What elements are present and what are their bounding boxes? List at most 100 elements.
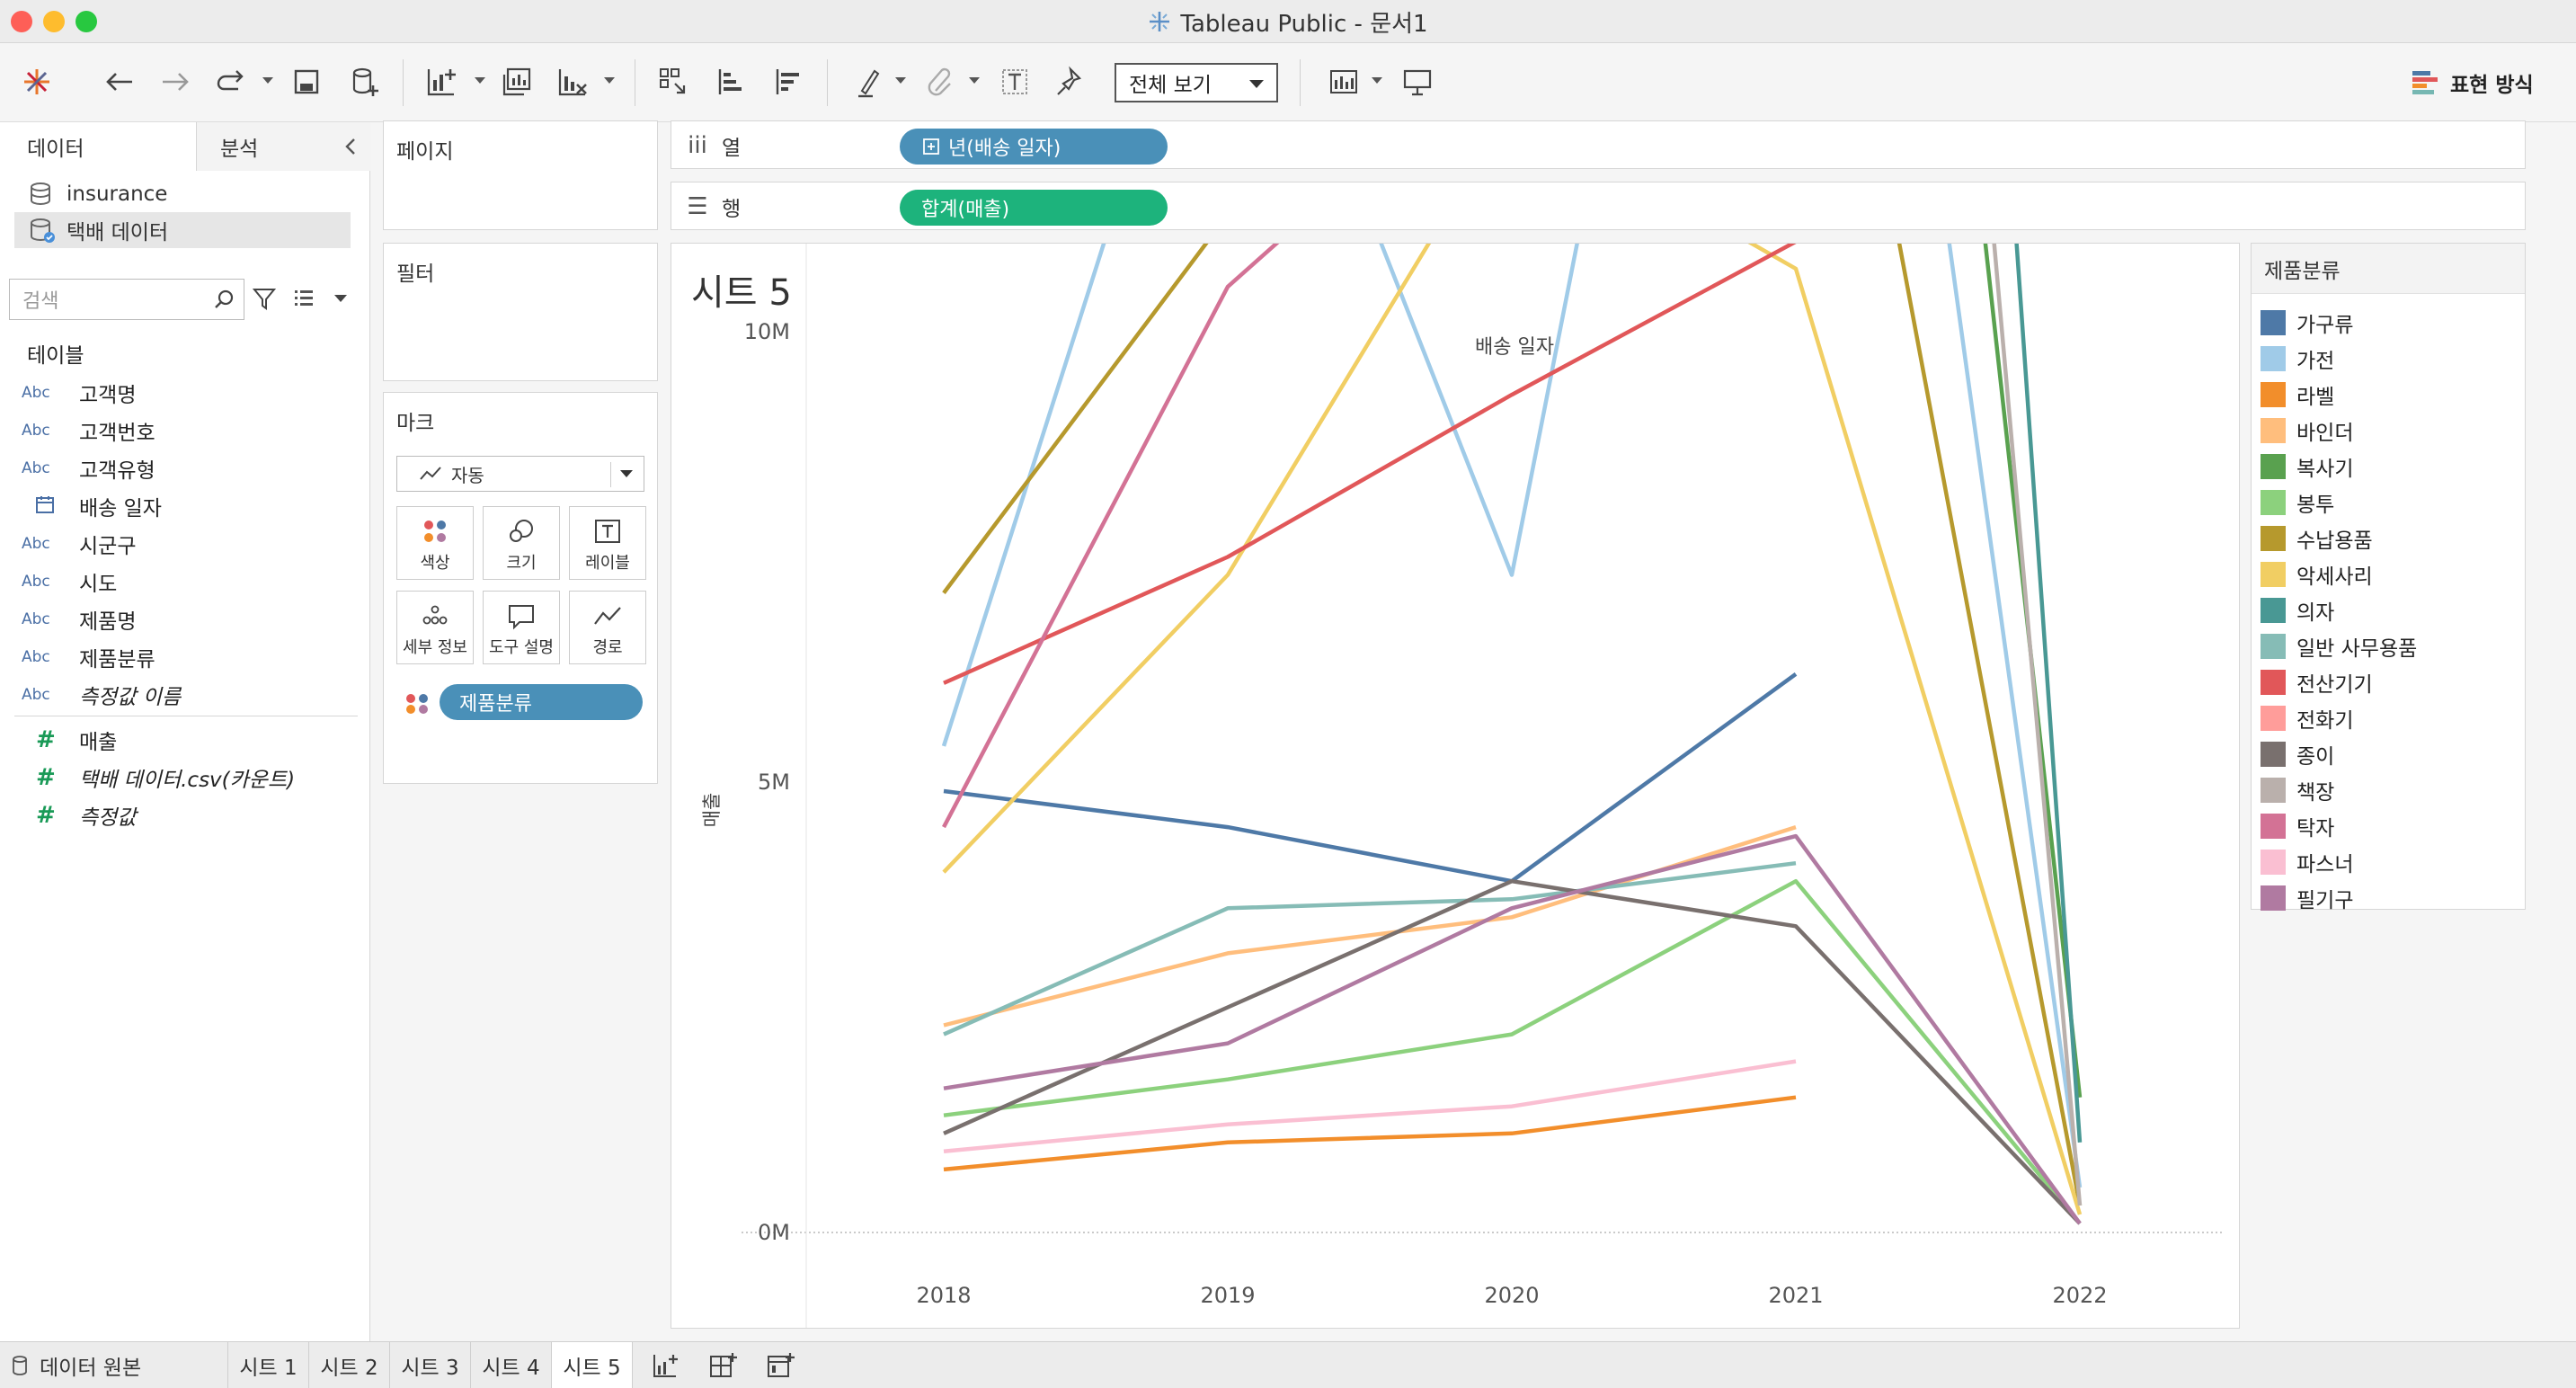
swap-rows-columns-icon[interactable] [653,61,694,102]
series-line[interactable] [943,672,1798,884]
field-product-category[interactable]: Abc 제품분류 [22,640,155,674]
field-ship-date[interactable]: 배송 일자 [22,489,162,523]
tooltip-mark-button[interactable]: 도구 설명 [483,591,560,664]
sort-descending-icon[interactable] [768,61,809,102]
legend-item[interactable]: 일반 사무용품 [2261,628,2417,664]
swap-icon[interactable] [210,61,252,102]
legend-item[interactable]: 봉투 [2261,485,2334,520]
zoom-window-button[interactable] [76,11,97,32]
chevron-down-icon[interactable] [1372,77,1382,84]
legend-item[interactable]: 종이 [2261,736,2334,772]
view-list-icon[interactable] [293,288,318,309]
rows-pill[interactable]: 합계(매출) [900,190,1168,226]
chevron-down-icon[interactable] [969,77,980,84]
legend-item[interactable]: 악세사리 [2261,556,2373,592]
series-line[interactable] [942,244,2083,1206]
rows-shelf[interactable]: ☰ 행 합계(매출) [671,182,2526,230]
new-data-source-icon[interactable] [343,61,385,102]
series-line[interactable] [943,878,2082,1225]
clear-sheet-icon[interactable] [552,61,593,102]
field-measure-values[interactable]: # 측정값 [22,798,136,832]
series-line[interactable] [942,244,1796,829]
sheet-tab-2[interactable]: 시트 2 [309,1342,390,1388]
group-members-icon[interactable] [920,61,962,102]
legend-item[interactable]: 수납용품 [2261,520,2373,556]
close-window-button[interactable] [11,11,32,32]
color-mark-button[interactable]: 색상 [396,506,474,580]
legend-item[interactable]: 책장 [2261,772,2334,808]
duplicate-sheet-icon[interactable] [496,61,537,102]
legend-item[interactable]: 복사기 [2261,449,2353,485]
pages-card[interactable]: 페이지 [383,120,658,230]
minimize-window-button[interactable] [43,11,65,32]
series-line[interactable] [943,878,2082,1225]
chevron-down-icon[interactable] [604,77,615,84]
size-mark-button[interactable]: 크기 [483,506,560,580]
data-source-delivery[interactable]: 택배 데이터 [14,212,351,248]
legend-item[interactable]: 탁자 [2261,808,2334,844]
legend-item[interactable]: 전화기 [2261,700,2353,736]
sheet-tab-4[interactable]: 시트 4 [471,1342,552,1388]
worksheet-view[interactable]: 시트 5 배송 일자 매출 0M5M10M15M20M25M30M35M40M4… [671,243,2240,1329]
fix-axes-icon[interactable] [1050,61,1091,102]
data-source-tab[interactable]: 데이터 원본 [0,1342,228,1388]
series-line[interactable] [943,860,1797,1037]
color-field-pill[interactable]: 제품분류 [440,684,643,720]
label-mark-button[interactable]: 레이블 [569,506,646,580]
tab-data[interactable]: 데이터 [0,122,196,171]
field-sales[interactable]: # 매출 [22,723,117,757]
legend-item[interactable]: 가전 [2261,341,2334,377]
series-line[interactable] [941,244,2083,1188]
filters-card[interactable]: 필터 [383,243,658,381]
field-customer-name[interactable]: Abc 고객명 [22,376,136,410]
series-line[interactable] [944,244,2083,1098]
legend-item[interactable]: 라벨 [2261,377,2334,413]
sheet-tab-3[interactable]: 시트 3 [390,1342,471,1388]
field-measure-names[interactable]: Abc 측정값 이름 [22,678,181,712]
chevron-down-icon[interactable] [895,77,906,84]
mark-type-select[interactable]: 자동 [396,456,644,492]
chevron-down-icon[interactable] [475,77,485,84]
sheet-tab-5[interactable]: 시트 5 [552,1342,633,1388]
series-line[interactable] [943,1095,1797,1172]
expand-plus-icon[interactable] [921,137,941,156]
columns-shelf[interactable]: iii 열 년(배송 일자) [671,120,2526,169]
new-dashboard-icon[interactable] [706,1349,739,1382]
collapse-pane-icon[interactable] [342,137,360,156]
new-worksheet-icon[interactable] [649,1349,681,1382]
legend-item[interactable]: 필기구 [2261,880,2353,916]
detail-mark-button[interactable]: 세부 정보 [396,591,474,664]
field-province[interactable]: Abc 시도 [22,565,117,599]
search-input[interactable]: 검색 [9,279,244,320]
redo-icon[interactable] [155,61,196,102]
sheet-tab-1[interactable]: 시트 1 [228,1342,309,1388]
show-me-button[interactable]: 표현 방식 [2412,67,2534,99]
new-story-icon[interactable] [764,1349,796,1382]
legend-item[interactable]: 전산기기 [2261,664,2373,700]
legend-item[interactable]: 의자 [2261,592,2334,628]
chevron-down-icon[interactable] [262,77,273,84]
save-icon[interactable] [286,61,327,102]
field-customer-type[interactable]: Abc 고객유형 [22,451,155,485]
series-line[interactable] [943,244,1797,685]
data-source-insurance[interactable]: insurance [14,176,351,212]
field-record-count[interactable]: # 택배 데이터.csv(카운트) [22,761,295,795]
highlight-icon[interactable] [848,61,890,102]
field-district[interactable]: Abc 시군구 [22,527,136,561]
series-line[interactable] [942,244,2083,1215]
sort-ascending-icon[interactable] [710,61,751,102]
view-size-select[interactable]: 전체 보기 [1115,63,1278,102]
legend-item[interactable]: 바인더 [2261,413,2353,449]
new-worksheet-icon[interactable] [421,61,462,102]
tableau-home-icon[interactable] [16,61,58,102]
columns-pill[interactable]: 년(배송 일자) [900,129,1168,165]
tab-analytics[interactable]: 분석 [196,122,370,171]
chevron-down-icon[interactable] [333,293,349,304]
legend-item[interactable]: 파스너 [2261,844,2353,880]
legend-item[interactable]: 가구류 [2261,305,2353,341]
series-line[interactable] [943,833,2082,1225]
field-customer-id[interactable]: Abc 고객번호 [22,414,155,448]
path-mark-button[interactable]: 경로 [569,591,646,664]
undo-icon[interactable] [99,61,140,102]
field-product-name[interactable]: Abc 제품명 [22,602,136,636]
